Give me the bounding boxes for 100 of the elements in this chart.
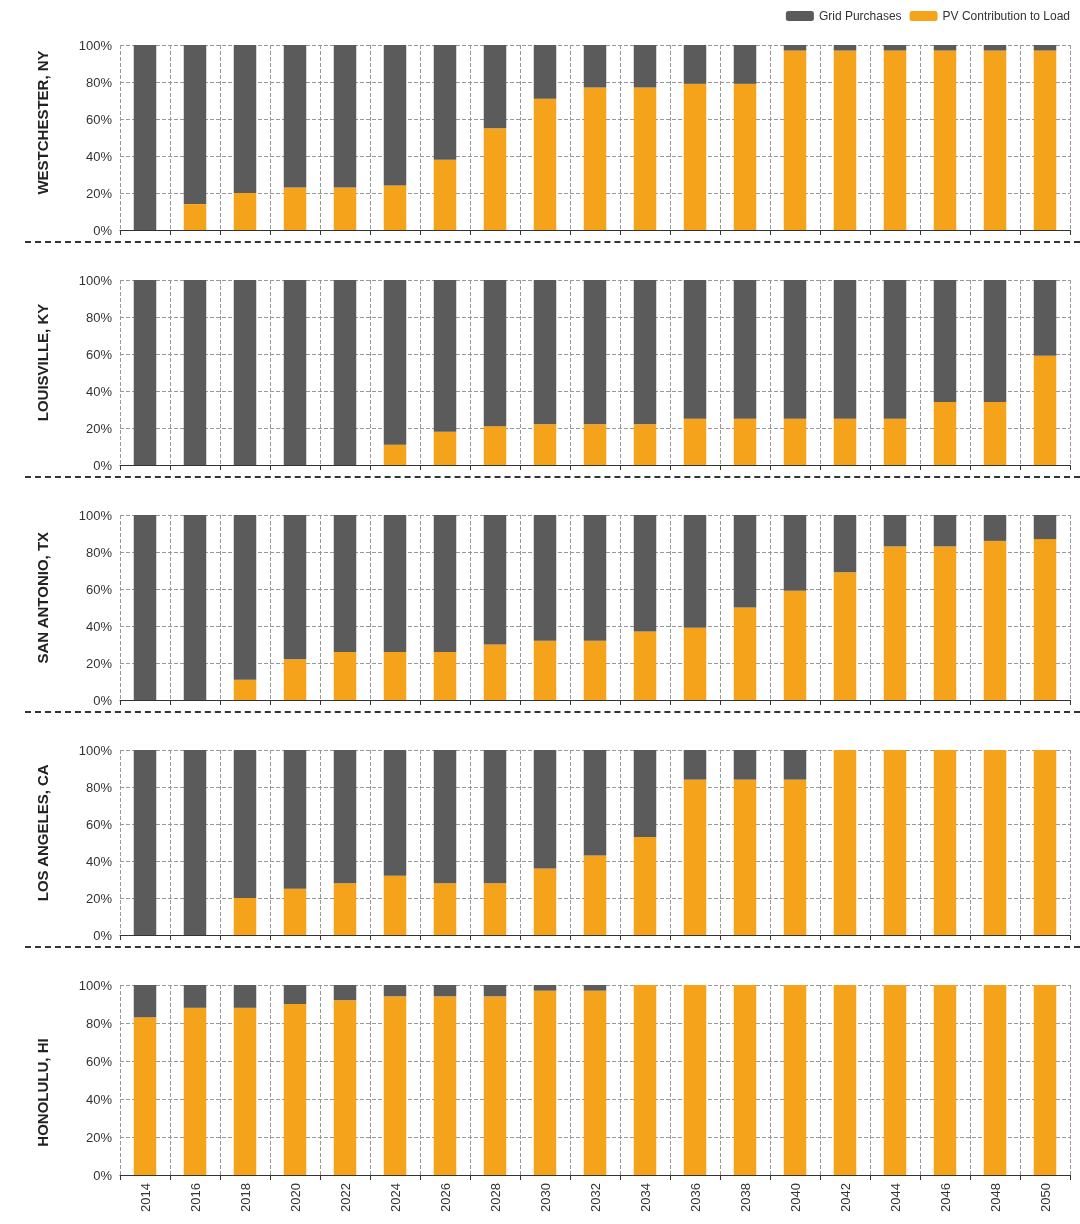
- bar: [783, 418, 807, 465]
- bar: [783, 779, 807, 935]
- x-tick-label: 2038: [737, 1183, 753, 1212]
- bar: [483, 45, 507, 129]
- bar: [733, 280, 757, 419]
- bar: [183, 280, 207, 465]
- legend-label: PV Contribution to Load: [942, 9, 1070, 23]
- bar: [733, 607, 757, 700]
- bar: [483, 996, 507, 1175]
- y-tick-label: 40%: [85, 853, 113, 869]
- bar: [483, 644, 507, 700]
- bar: [483, 883, 507, 935]
- bar: [483, 426, 507, 465]
- bar: [783, 515, 807, 591]
- text: HONOLULU, HI: [34, 1038, 51, 1147]
- x-tick-label: 2018: [237, 1183, 253, 1212]
- bar: [233, 45, 257, 193]
- y-tick-label: 60%: [85, 346, 113, 362]
- text: WESTCHESTER, NY: [34, 50, 51, 195]
- bar: [683, 627, 707, 700]
- bar: [583, 515, 607, 641]
- y-tick-label: 20%: [85, 1129, 113, 1145]
- x-tick-label: 2034: [637, 1183, 653, 1212]
- bar: [633, 750, 657, 837]
- bar: [383, 651, 407, 700]
- x-tick-label: 2030: [537, 1183, 553, 1212]
- bar: [833, 515, 857, 573]
- y-tick-label: 80%: [85, 74, 113, 90]
- bar: [583, 280, 607, 425]
- y-tick-label: 40%: [85, 618, 113, 634]
- bar: [883, 418, 907, 465]
- text: SAN ANTONIO, TX: [34, 531, 51, 664]
- bar: [633, 280, 657, 425]
- y-tick-label: 60%: [85, 581, 113, 597]
- x-tick-label: 2046: [937, 1183, 953, 1212]
- bar: [1033, 355, 1057, 465]
- bar: [883, 750, 907, 935]
- bar: [333, 515, 357, 652]
- bar: [433, 750, 457, 884]
- bar: [783, 45, 807, 51]
- bar: [533, 750, 557, 869]
- bar: [1033, 539, 1057, 700]
- y-tick-label: 20%: [85, 420, 113, 436]
- bar: [633, 631, 657, 700]
- text: LOUISVILLE, KY: [34, 303, 51, 422]
- bar: [933, 515, 957, 547]
- bar: [333, 187, 357, 230]
- bar: [633, 515, 657, 632]
- x-tick-label: 2028: [487, 1183, 503, 1212]
- bar: [483, 280, 507, 427]
- bar: [933, 280, 957, 403]
- bar: [733, 779, 757, 935]
- bar: [633, 836, 657, 935]
- bar: [333, 1000, 357, 1175]
- y-tick-label: 0%: [93, 692, 113, 708]
- bar: [783, 750, 807, 780]
- y-tick-label: 60%: [85, 1053, 113, 1069]
- bar: [433, 651, 457, 700]
- bar: [783, 985, 807, 1175]
- bar: [333, 45, 357, 188]
- bar: [483, 128, 507, 230]
- bar: [433, 996, 457, 1175]
- bar: [883, 45, 907, 51]
- bar: [783, 280, 807, 419]
- bar: [583, 855, 607, 935]
- bar: [383, 280, 407, 445]
- bar: [383, 996, 407, 1175]
- bar: [883, 50, 907, 230]
- bar: [683, 515, 707, 628]
- x-tick-label: 2014: [137, 1183, 153, 1212]
- y-tick-label: 40%: [85, 1091, 113, 1107]
- bar: [383, 875, 407, 935]
- bar: [883, 280, 907, 419]
- bar: [283, 659, 307, 700]
- bar: [1033, 750, 1057, 935]
- x-tick-label: 2042: [837, 1183, 853, 1212]
- y-tick-label: 80%: [85, 1015, 113, 1031]
- bar: [183, 1007, 207, 1175]
- bar: [933, 985, 957, 1175]
- text: LOS ANGELES, CA: [34, 764, 51, 902]
- bar: [583, 985, 607, 991]
- bar: [533, 280, 557, 425]
- bar: [233, 280, 257, 465]
- x-tick-label: 2022: [337, 1183, 353, 1212]
- bar: [883, 515, 907, 547]
- y-tick-label: 100%: [78, 977, 113, 993]
- bar: [933, 546, 957, 700]
- bar: [683, 83, 707, 230]
- bar: [683, 418, 707, 465]
- bar: [933, 750, 957, 935]
- bar: [333, 651, 357, 700]
- bar: [833, 418, 857, 465]
- y-tick-label: 100%: [78, 272, 113, 288]
- bar: [583, 750, 607, 856]
- bar: [733, 45, 757, 84]
- bar: [133, 750, 157, 935]
- bar: [433, 985, 457, 997]
- bar: [933, 50, 957, 230]
- bar: [283, 45, 307, 188]
- bar: [283, 985, 307, 1004]
